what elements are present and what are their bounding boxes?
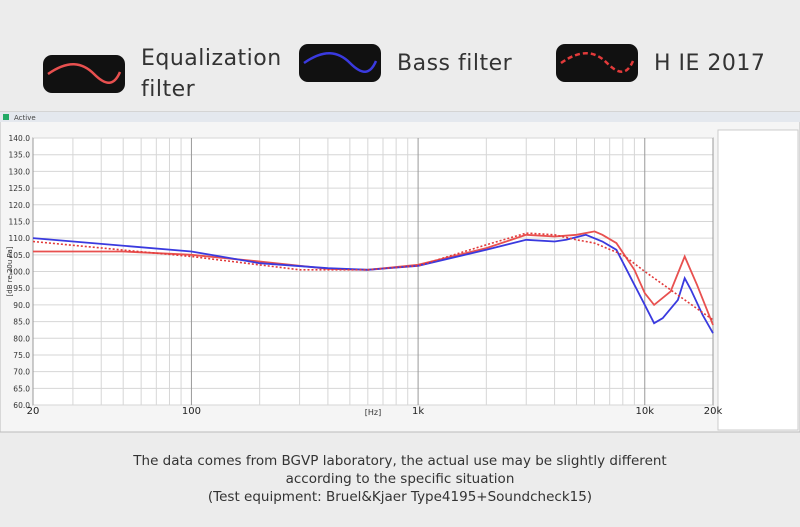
legend-curve bbox=[47, 63, 122, 84]
legend-pill bbox=[299, 44, 381, 82]
caption-line: The data comes from BGVP laboratory, the… bbox=[133, 453, 667, 469]
x-tick-label: 1k bbox=[412, 406, 424, 417]
caption-line: (Test equipment: Bruel&Kjaer Type4195+So… bbox=[207, 489, 593, 505]
y-axis-label: [dB re 20u Pa] bbox=[6, 246, 14, 296]
x-axis-label: [Hz] bbox=[365, 408, 381, 417]
y-tick-label: 110.0 bbox=[9, 234, 31, 243]
legend-curve bbox=[303, 52, 378, 73]
legend-item: Bass filter bbox=[298, 43, 512, 83]
y-tick-label: 60.0 bbox=[13, 401, 30, 410]
series-line bbox=[32, 232, 714, 321]
caption: The data comes from BGVP laboratory, the… bbox=[0, 452, 800, 506]
window-title: Active bbox=[14, 114, 36, 122]
y-tick-label: 70.0 bbox=[13, 368, 30, 377]
y-tick-label: 85.0 bbox=[13, 318, 30, 327]
y-tick-label: 80.0 bbox=[13, 334, 30, 343]
y-tick-label: 135.0 bbox=[9, 151, 31, 160]
legend-swatch bbox=[43, 55, 125, 93]
y-tick-label: 115.0 bbox=[9, 217, 31, 226]
legend-label: Equalization filter bbox=[141, 46, 282, 102]
legend-pill bbox=[43, 55, 125, 93]
legend-label: H IE 2017 bbox=[654, 50, 766, 76]
caption-line: according to the specific situation bbox=[285, 471, 515, 487]
chart-window: Active 60.0 65.0 70.0 75.0 80.0 85.0 90.0 95.0 1… bbox=[0, 111, 800, 433]
y-tick-label: 105.0 bbox=[9, 251, 31, 260]
x-tick-label: 20k bbox=[704, 406, 723, 417]
x-tick-label: 10k bbox=[636, 406, 655, 417]
legend-label: Bass filter bbox=[397, 50, 513, 76]
y-tick-label: 90.0 bbox=[13, 301, 30, 310]
legend-item: H IE 2017 bbox=[555, 43, 765, 83]
x-tick-label: 100 bbox=[182, 406, 201, 417]
y-tick-label: 120.0 bbox=[9, 201, 31, 210]
y-tick-label: 95.0 bbox=[13, 284, 30, 293]
legend-swatch bbox=[299, 44, 381, 82]
legend-item: Equalization filter bbox=[42, 43, 291, 105]
x-tick-label: 20 bbox=[27, 406, 40, 417]
y-tick-label: 65.0 bbox=[13, 384, 30, 393]
legend-swatch bbox=[556, 44, 638, 82]
y-tick-label: 125.0 bbox=[9, 184, 31, 193]
y-tick-label: 140.0 bbox=[9, 134, 31, 143]
legend-curve bbox=[560, 52, 635, 73]
legend-pill bbox=[556, 44, 638, 82]
y-tick-label: 130.0 bbox=[9, 167, 31, 176]
series-line bbox=[33, 230, 714, 326]
y-tick-label: 75.0 bbox=[13, 351, 30, 360]
y-tick-label: 100.0 bbox=[9, 268, 31, 277]
